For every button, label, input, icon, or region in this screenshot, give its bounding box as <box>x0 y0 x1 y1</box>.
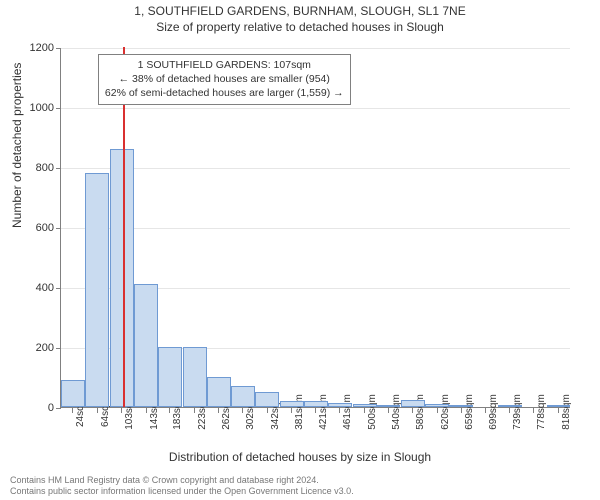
chart-title: 1, SOUTHFIELD GARDENS, BURNHAM, SLOUGH, … <box>0 0 600 18</box>
gridline <box>61 108 570 109</box>
ytick-mark <box>56 348 61 349</box>
y-axis-label: Number of detached properties <box>10 63 24 228</box>
histogram-bar <box>547 405 571 407</box>
xtick-mark <box>146 408 147 413</box>
ytick-label: 600 <box>14 222 54 234</box>
ytick-label: 400 <box>14 282 54 294</box>
x-axis-label: Distribution of detached houses by size … <box>0 450 600 464</box>
xtick-mark <box>437 408 438 413</box>
xtick-label: 500sqm <box>367 394 378 430</box>
gridline <box>61 228 570 229</box>
annotation-line3: 62% of semi-detached houses are larger (… <box>105 86 344 100</box>
histogram-bar <box>401 400 425 408</box>
license-text: Contains HM Land Registry data © Crown c… <box>10 475 354 498</box>
xtick-label: 381sqm <box>294 394 305 430</box>
xtick-mark <box>339 408 340 413</box>
histogram-bar <box>134 284 158 407</box>
xtick-mark <box>412 408 413 413</box>
histogram-bar <box>61 380 85 407</box>
histogram-bar <box>183 347 207 407</box>
xtick-mark <box>218 408 219 413</box>
chart-area: 1 SOUTHFIELD GARDENS: 107sqm ← 38% of de… <box>60 48 570 408</box>
xtick-mark <box>267 408 268 413</box>
xtick-label: 739sqm <box>512 394 523 430</box>
histogram-bar <box>255 392 279 407</box>
xtick-mark <box>461 408 462 413</box>
xtick-label: 461sqm <box>342 394 353 430</box>
histogram-bar <box>207 377 231 407</box>
ytick-label: 1000 <box>14 102 54 114</box>
annotation-line2: ← 38% of detached houses are smaller (95… <box>105 72 344 86</box>
license-line1: Contains HM Land Registry data © Crown c… <box>10 475 354 487</box>
annotation-line1: 1 SOUTHFIELD GARDENS: 107sqm <box>105 58 344 72</box>
ytick-mark <box>56 228 61 229</box>
xtick-mark <box>169 408 170 413</box>
histogram-bar <box>449 405 473 407</box>
histogram-bar <box>304 401 328 407</box>
gridline <box>61 48 570 49</box>
xtick-label: 659sqm <box>464 394 475 430</box>
xtick-mark <box>485 408 486 413</box>
histogram-bar <box>328 403 352 408</box>
histogram-bar <box>231 386 255 407</box>
xtick-mark <box>121 408 122 413</box>
xtick-label: 699sqm <box>488 394 499 430</box>
histogram-bar <box>498 405 522 407</box>
gridline <box>61 168 570 169</box>
ytick-mark <box>56 288 61 289</box>
histogram-bar <box>158 347 182 407</box>
ytick-mark <box>56 108 61 109</box>
xtick-label: 620sqm <box>440 394 451 430</box>
xtick-mark <box>242 408 243 413</box>
annotation-box: 1 SOUTHFIELD GARDENS: 107sqm ← 38% of de… <box>98 54 351 105</box>
xtick-mark <box>315 408 316 413</box>
ytick-label: 800 <box>14 162 54 174</box>
license-line2: Contains public sector information licen… <box>10 486 354 498</box>
xtick-mark <box>364 408 365 413</box>
xtick-mark <box>291 408 292 413</box>
xtick-mark <box>558 408 559 413</box>
histogram-bar <box>110 149 134 407</box>
ytick-label: 0 <box>14 402 54 414</box>
ytick-label: 200 <box>14 342 54 354</box>
chart-subtitle: Size of property relative to detached ho… <box>0 18 600 34</box>
ytick-label: 1200 <box>14 42 54 54</box>
histogram-bar <box>425 404 449 407</box>
xtick-label: 778sqm <box>536 394 547 430</box>
xtick-label: 818sqm <box>561 394 572 430</box>
xtick-mark <box>97 408 98 413</box>
xtick-mark <box>388 408 389 413</box>
xtick-label: 421sqm <box>318 394 329 430</box>
ytick-mark <box>56 48 61 49</box>
ytick-mark <box>56 408 61 409</box>
histogram-bar <box>280 401 304 407</box>
xtick-mark <box>533 408 534 413</box>
histogram-bar <box>377 405 401 407</box>
xtick-mark <box>509 408 510 413</box>
histogram-bar <box>85 173 109 407</box>
histogram-bar <box>353 404 377 407</box>
xtick-mark <box>72 408 73 413</box>
xtick-mark <box>194 408 195 413</box>
ytick-mark <box>56 168 61 169</box>
